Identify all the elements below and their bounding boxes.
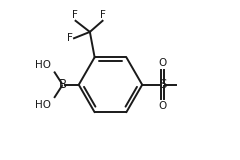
Text: F: F (100, 10, 106, 20)
Text: F: F (67, 33, 73, 43)
Text: O: O (159, 101, 167, 111)
Text: F: F (72, 10, 78, 20)
Text: O: O (159, 58, 167, 68)
Text: HO: HO (35, 60, 51, 70)
Text: HO: HO (35, 100, 51, 110)
Text: S: S (159, 78, 167, 91)
Text: B: B (59, 78, 67, 91)
